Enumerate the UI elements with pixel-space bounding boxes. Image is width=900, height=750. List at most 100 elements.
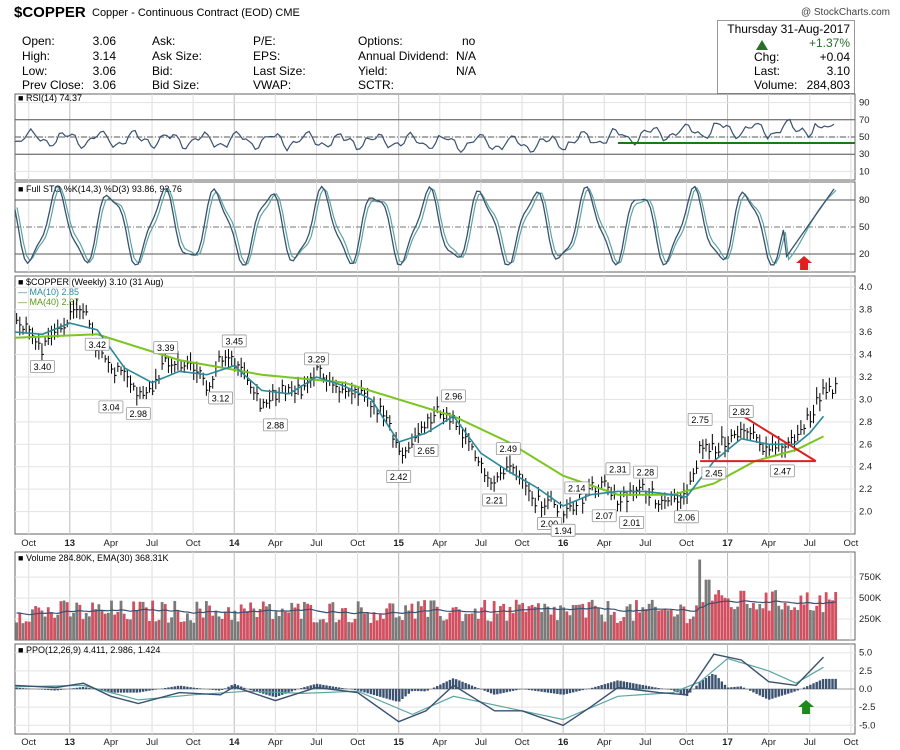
volume-bar [543,603,547,640]
volume-bar [549,614,553,640]
peak-label-box [564,481,590,495]
y-tick-label: 90 [859,98,870,109]
peak-label: 3.12 [208,391,233,405]
ppo-histogram-bar [749,689,752,691]
y-tick-label: 3.2 [859,372,872,383]
ppo-histogram-bar [388,689,391,700]
volume-bar [723,597,727,640]
field-low-value: 3.06 [92,64,116,78]
ppo-histogram-bar [796,689,799,691]
volume-bar [555,620,559,640]
volume-bar [220,619,224,640]
volume-bar [442,620,445,640]
field-open-label: Open: [22,34,55,48]
ppo-histogram-bar [821,679,825,689]
ppo-histogram-bar [524,689,527,690]
volume-bar [53,617,56,640]
volume-bar [733,609,736,640]
peak-label-box [605,462,631,476]
volume-bar [242,608,246,640]
sto-red-arrow-icon [796,256,813,270]
field-pe-label: P/E: [253,34,276,48]
volume-bar [103,613,107,640]
volume-bar [518,604,521,640]
ppo-histogram-bar [477,688,480,689]
volume-bar [227,607,230,640]
y-tick-label: 30 [859,149,870,160]
ppo-histogram-bar [151,689,154,691]
volume-bar [445,619,449,640]
peak-label-text: 2.00 [541,519,559,529]
ppo-histogram-bar [518,689,521,690]
y-tick-label: 5.0 [859,648,872,659]
volume-bar [593,605,597,640]
ppo-histogram-bar [530,689,534,691]
volume-bar [625,606,629,640]
ppo-histogram-bar [208,689,211,690]
volume-bar [189,620,192,640]
volume-bar [710,600,714,640]
x-tick-label: Apr [597,737,612,748]
field-prevclose-value: 3.06 [92,78,116,92]
volume-bar [385,608,389,640]
ppo-histogram-bar [170,686,173,689]
peak-label-text: 3.42 [88,340,106,350]
trend-lines [700,414,817,463]
peak-label-text: 3.04 [102,402,120,412]
ppo-histogram-bar [255,689,259,692]
volume-bar [552,606,556,640]
volume-bar [736,606,740,640]
ppo-histogram-bar [806,686,809,689]
volume-bar [148,620,151,640]
ppo-histogram-bar [597,685,600,689]
ppo-histogram-bar [492,689,496,695]
ppo-histogram-bar [379,689,382,697]
ppo-histogram-bar [824,678,828,689]
volume-bar [590,599,594,640]
y-tick-label: 3.8 [859,305,872,316]
x-tick-label: 13 [65,538,76,549]
volume-bar [704,579,708,640]
ppo-histogram-bar [189,687,192,689]
volume-bar [132,601,136,640]
ppo-histogram-bar [556,689,559,694]
volume-bar [574,605,578,640]
peak-label-box [208,391,233,405]
ppo-histogram-bar [432,687,436,689]
ppo-histogram-bar [628,682,632,689]
volume-bar [714,594,717,640]
ppo-line [14,653,825,727]
volume-axis: 750K 500K 250K [859,572,882,625]
volume-bar [499,606,502,640]
ppo-histogram-bar [467,684,471,689]
ppo-histogram-bar [606,683,610,689]
volume-bar [258,608,262,640]
volume-bar [328,603,332,640]
ppo-histogram-bar [511,689,515,691]
volume-bar [312,622,316,640]
ppo-histogram-bar [122,689,126,693]
ppo-histogram-bar [508,689,512,692]
volume-bar [600,614,604,640]
volume-bar [359,607,363,640]
ppo-histogram-bar [802,687,806,689]
peak-label-box [769,464,795,478]
peak-label-box [701,466,727,480]
peak-label-box [221,334,247,348]
volume-value: 284,803 [806,78,850,92]
volume-bar [616,622,619,640]
peak-label-box [482,493,508,507]
volume-bar [619,621,623,640]
ppo-histogram-bar [325,685,328,689]
peak-label: 2.75 [687,413,713,426]
volume-bar [764,592,768,640]
ppo-histogram-bar [107,689,110,693]
ppo-histogram-bar [809,684,812,689]
x-tick-label: 14 [229,538,240,549]
volume-bar [388,603,392,640]
volume-bar [467,613,471,640]
volume-bar [530,604,534,640]
y-tick-label: -2.5 [859,702,875,713]
volume-bar [265,606,268,640]
price-legend-icon: ■ [18,277,23,287]
